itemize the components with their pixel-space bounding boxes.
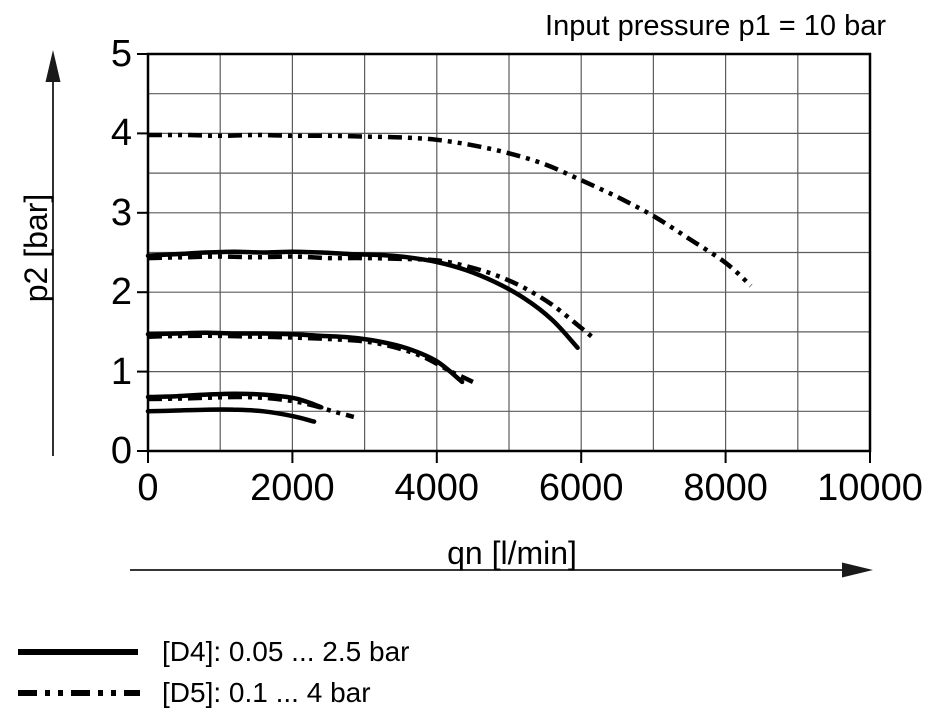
series-line [147, 254, 598, 342]
x-tick-label: 0 [137, 467, 159, 509]
series-line [145, 330, 465, 385]
y-tick-label: 1 [110, 350, 132, 393]
y-tick-label: 3 [110, 191, 132, 234]
x-tick-label: 4000 [394, 467, 480, 509]
plot-border [146, 52, 872, 453]
series-line [145, 407, 317, 424]
legend-row-d4: [D4]: 0.05 ... 2.5 bar [16, 637, 409, 667]
y-tick-label: 2 [110, 271, 132, 314]
x-tick-label: 6000 [538, 467, 624, 509]
x-axis-label: qn [l/min] [447, 535, 577, 571]
y-tick-label: 0 [110, 430, 132, 472]
x-tick-label: 8000 [683, 467, 768, 509]
series-line [147, 333, 474, 384]
x-tick-label: 2000 [250, 467, 335, 509]
legend-row-d5: [D5]: 0.1 ... 4 bar [16, 678, 409, 708]
x-axis-arrowhead-icon [842, 562, 873, 578]
legend: [D4]: 0.05 ... 2.5 bar [D5]: 0.1 ... 4 b… [16, 637, 409, 708]
dash-dot-dot-line-swatch-icon [18, 690, 140, 696]
y-tick-label: 5 [110, 33, 132, 75]
legend-label-d4: [D4]: 0.05 ... 2.5 bar [162, 636, 410, 667]
series-line [147, 132, 753, 288]
solid-line-swatch-icon [18, 649, 138, 655]
series-line [145, 249, 580, 351]
axis-ticks [137, 53, 871, 463]
legend-label-d5: [D5]: 0.1 ... 4 bar [162, 677, 371, 708]
series-line [145, 391, 324, 410]
x-tick-label: 10000 [817, 467, 923, 509]
chart-title: Input pressure p1 = 10 bar [545, 10, 886, 42]
curve-series [145, 132, 753, 424]
y-axis-arrowhead-icon [45, 50, 61, 82]
y-tick-label: 4 [110, 112, 132, 155]
series-line [147, 394, 355, 420]
